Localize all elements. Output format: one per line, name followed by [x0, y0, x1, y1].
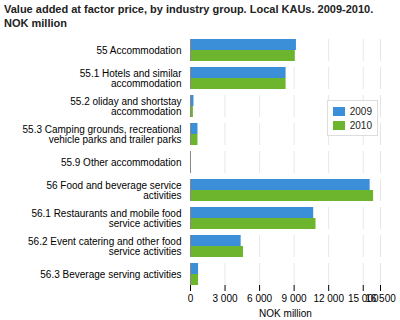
svg-text:56.2 Event catering and other: 56.2 Event catering and other foodservic… — [28, 236, 181, 257]
svg-text:6 000: 6 000 — [247, 293, 272, 304]
html-text:2009: 2009 — [349, 105, 372, 117]
svg-text:12 000: 12 000 — [313, 293, 344, 304]
svg-text:0: 0 — [188, 293, 194, 304]
svg-text:16 500: 16 500 — [365, 292, 396, 304]
svg-text:55.1 Hotels and similaraccommo: 55.1 Hotels and similaraccommodation — [80, 68, 182, 90]
svg-text:NOK million: NOK million — [259, 308, 312, 319]
html-text:2010: 2010 — [349, 119, 372, 131]
svg-text:3 000: 3 000 — [213, 293, 238, 304]
svg-text:56.1 Restaurants and mobile fo: 56.1 Restaurants and mobile foodservice … — [31, 208, 181, 230]
svg-text:9 000: 9 000 — [282, 293, 307, 304]
svg-text:56.3 Beverage serving activiti: 56.3 Beverage serving activities — [40, 269, 181, 280]
html-text:Value added at factor price, b: Value added at factor price, by industry… — [4, 3, 374, 29]
svg-text:15 000: 15 000 — [348, 293, 379, 304]
svg-text:55.2 oliday and shortstayaccom: 55.2 oliday and shortstayaccommodation — [70, 96, 181, 118]
svg-text:55.9 Other accommodation: 55.9 Other accommodation — [61, 157, 182, 168]
svg-text:55 Accommodation: 55 Accommodation — [96, 45, 181, 56]
svg-text:55.3 Camping grounds, recreati: 55.3 Camping grounds, recreationalvehicl… — [23, 124, 182, 146]
svg-text:56 Food and beverage serviceac: 56 Food and beverage serviceactivities — [46, 180, 182, 202]
